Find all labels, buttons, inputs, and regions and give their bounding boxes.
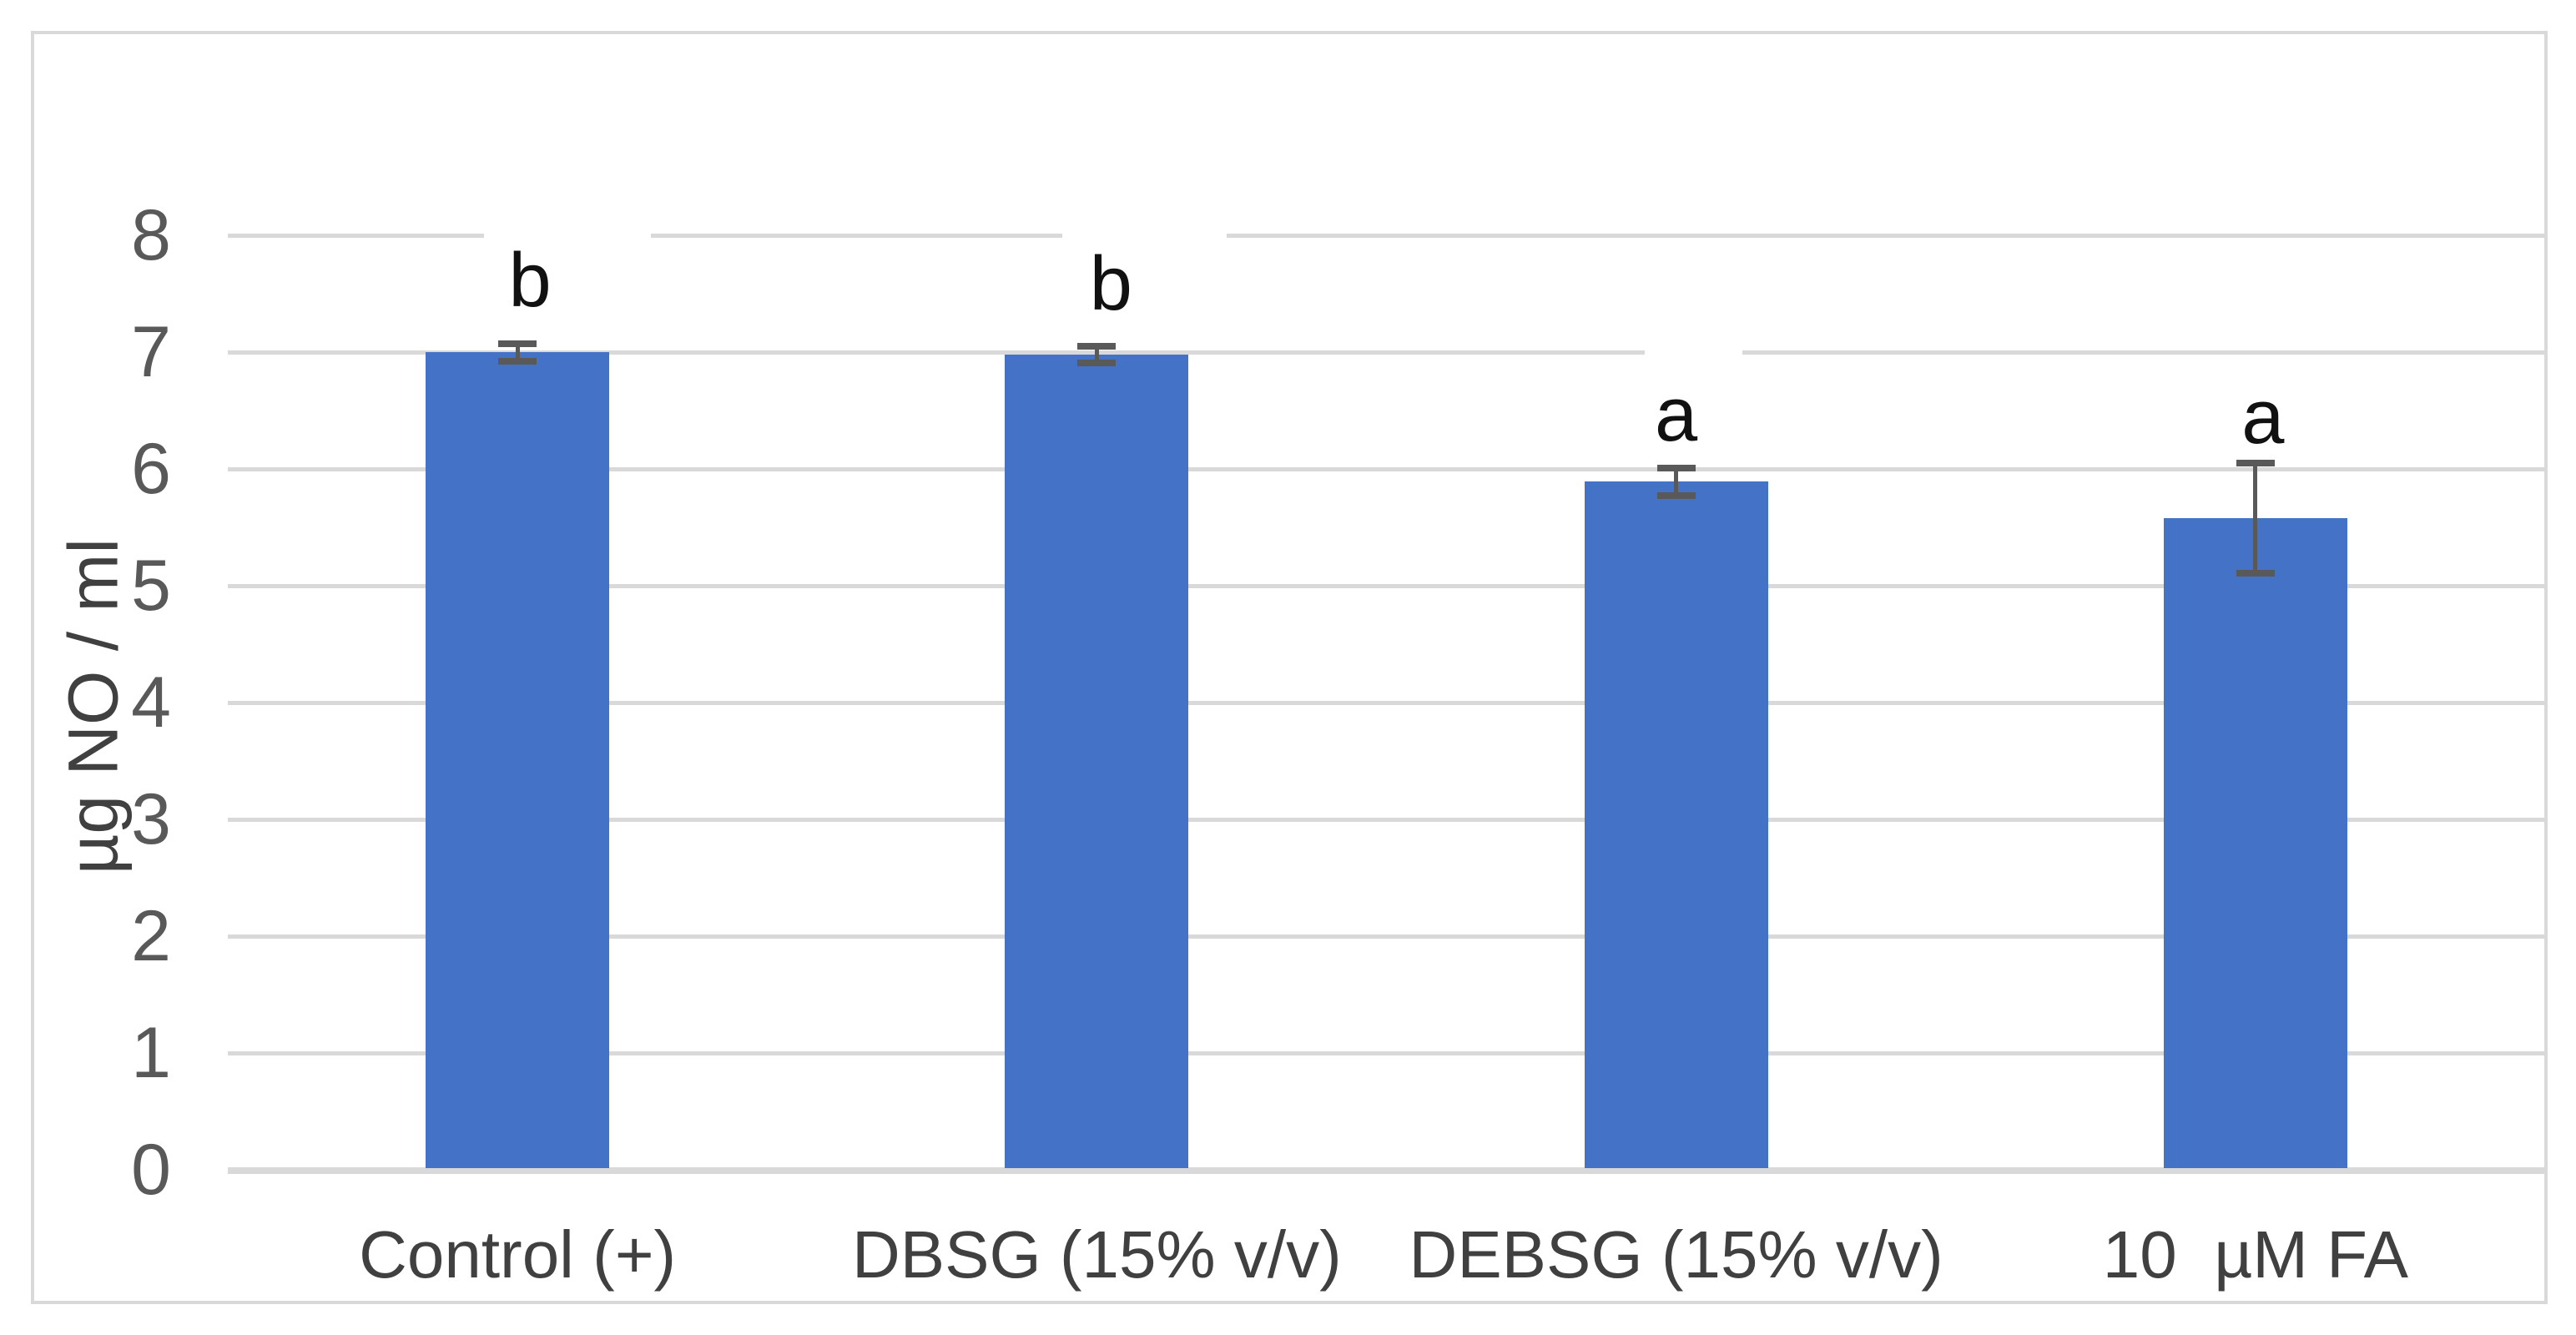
bar-2 [1005, 354, 1189, 1168]
significance-letter-box-4 [2213, 365, 2313, 457]
significance-letter-2: b [1089, 241, 1132, 326]
error-bar-cap-bottom-1 [498, 357, 537, 365]
significance-letter-3: a [1655, 372, 1698, 457]
x-category-label-3: DEBSG (15% v/v) [1409, 1217, 1943, 1292]
gridline-y2 [228, 934, 2545, 939]
bar-4 [2163, 517, 2347, 1168]
x-category-label-4: 10 µM FA [2102, 1217, 2408, 1292]
y-tick-label-2: 2 [131, 896, 171, 976]
gridline-y1 [228, 1051, 2545, 1055]
y-axis-title: µg NO / ml [53, 537, 133, 875]
gridline-y7 [228, 350, 2545, 355]
error-bar-cap-top-4 [2236, 460, 2275, 466]
x-category-label-2: DBSG (15% v/v) [851, 1217, 1342, 1292]
bar-3 [1584, 481, 1768, 1168]
error-bar-cap-bottom-3 [1656, 492, 1696, 500]
bar-1 [426, 352, 610, 1168]
y-tick-label-4: 4 [131, 662, 171, 743]
y-tick-label-5: 5 [131, 546, 171, 626]
gridline-y5 [228, 584, 2545, 588]
gridline-y3 [228, 818, 2545, 822]
y-tick-label-8: 8 [131, 195, 171, 275]
gridline-y8 [228, 234, 2545, 238]
error-bar-stem-1 [515, 343, 520, 361]
gridline-y6 [228, 467, 2545, 471]
error-bar-cap-bottom-2 [1077, 359, 1117, 366]
y-tick-label-3: 3 [131, 779, 171, 859]
error-bar-cap-top-3 [1656, 464, 1696, 471]
significance-letter-1: b [508, 238, 552, 323]
x-axis-line [228, 1167, 2545, 1174]
y-tick-label-7: 7 [131, 312, 171, 392]
error-bar-cap-top-1 [498, 340, 537, 347]
significance-letter-4: a [2241, 375, 2285, 460]
y-tick-label-0: 0 [131, 1130, 171, 1210]
error-bar-cap-top-2 [1077, 343, 1117, 350]
y-tick-label-1: 1 [131, 1013, 171, 1093]
significance-letter-box-1 [484, 224, 651, 335]
gridline-y4 [228, 701, 2545, 705]
error-bar-stem-2 [1094, 346, 1099, 363]
x-category-label-1: Control (+) [359, 1217, 677, 1292]
significance-letter-box-2 [1062, 226, 1227, 338]
error-bar-cap-bottom-4 [2236, 569, 2275, 577]
error-bar-stem-4 [2253, 463, 2258, 573]
y-tick-label-6: 6 [131, 429, 171, 509]
error-bar-stem-3 [1674, 467, 1679, 496]
significance-letter-box-3 [1645, 349, 1742, 461]
